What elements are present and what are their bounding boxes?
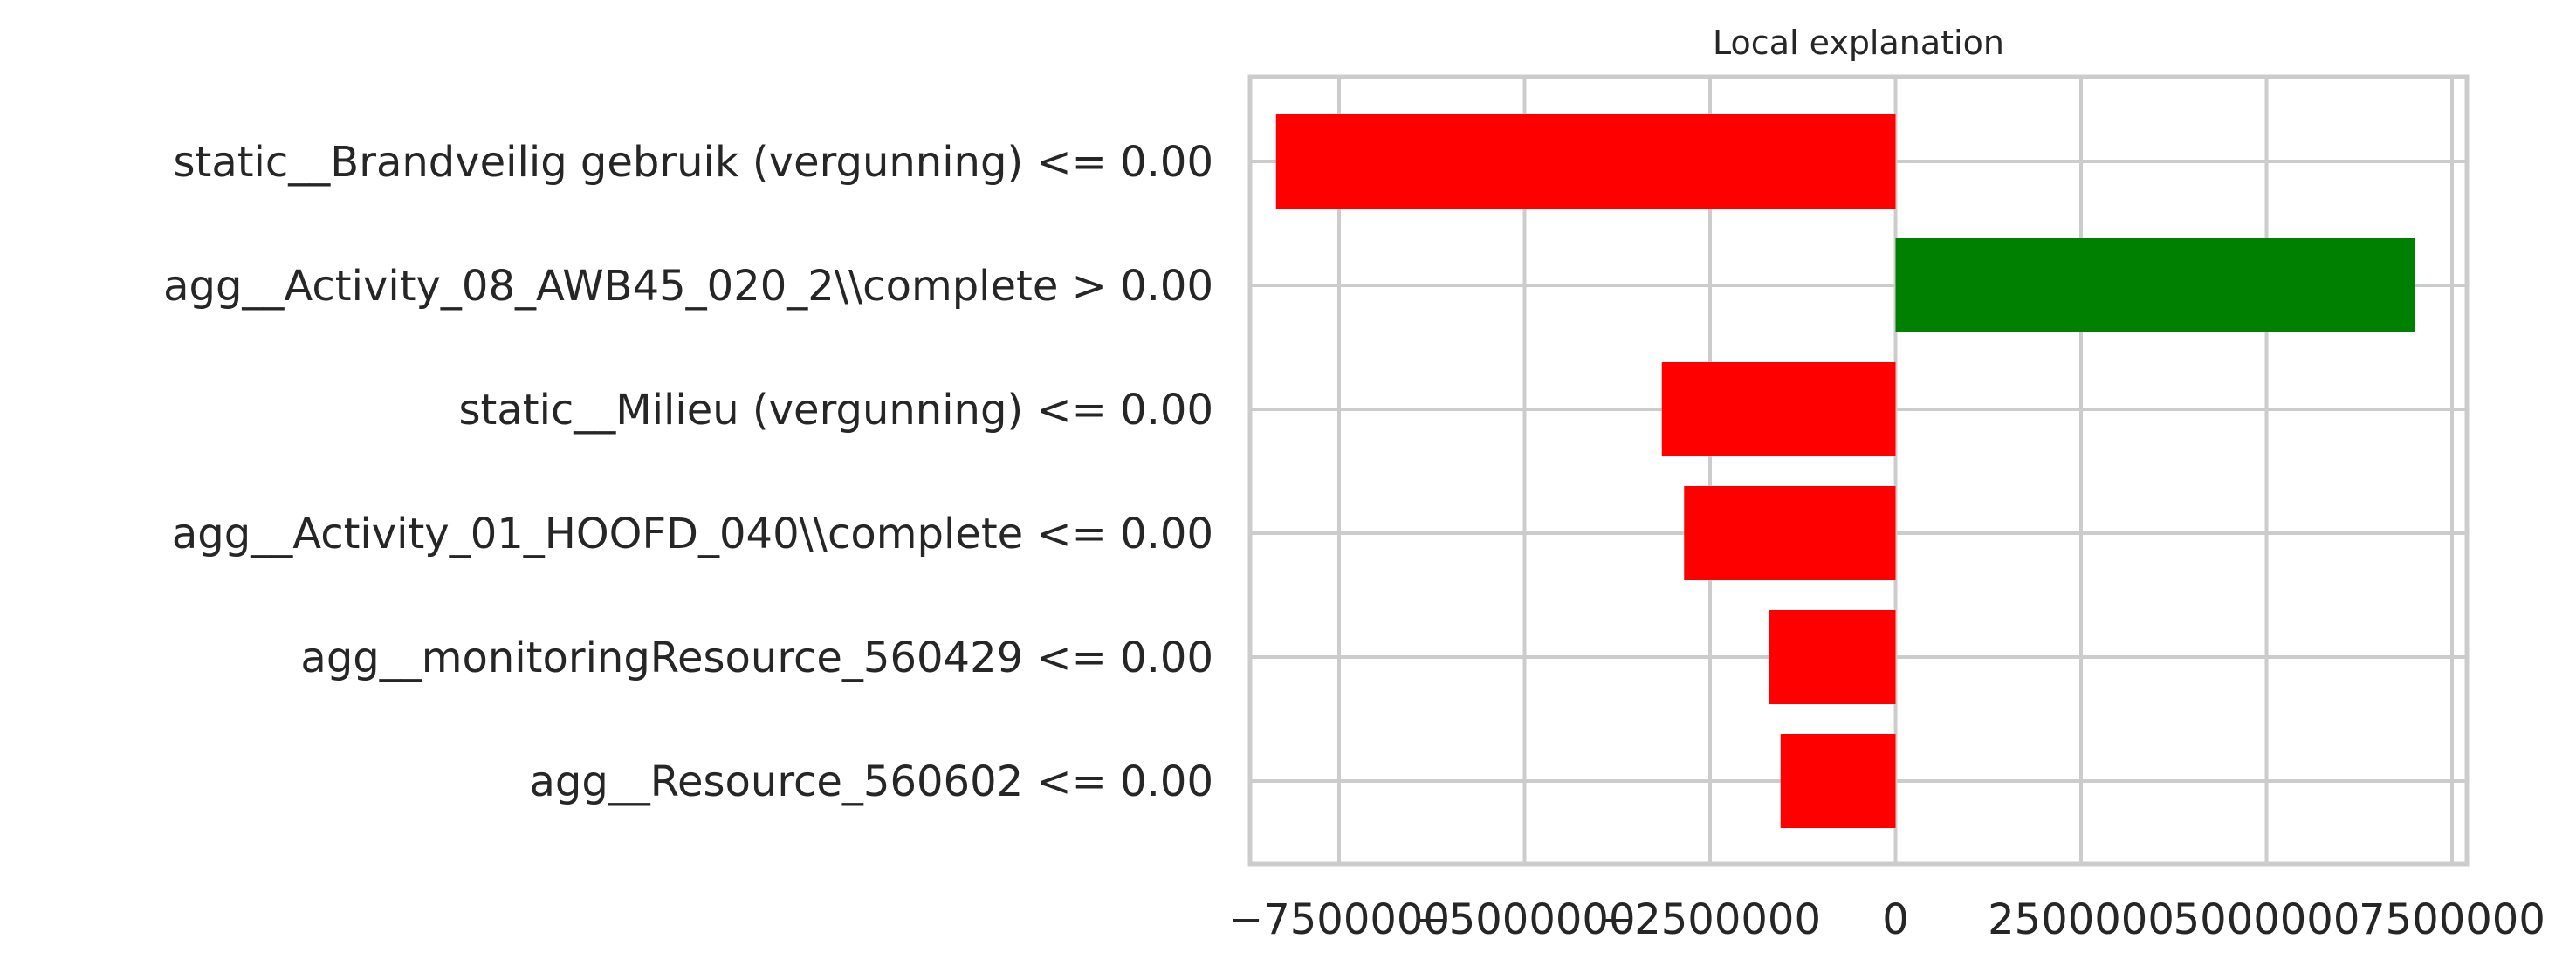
x-tick-label: 5000000: [2174, 895, 2360, 944]
x-tick-label: −5000000: [1414, 895, 1636, 944]
y-tick-label: agg__Activity_01_HOOFD_040\\complete <= …: [172, 510, 1213, 558]
bar: [1895, 238, 2415, 332]
y-tick-label: static__Brandveilig gebruik (vergunning)…: [173, 138, 1213, 187]
bar: [1780, 734, 1896, 828]
x-tick-label: 7500000: [2359, 895, 2545, 944]
y-tick-label: agg__monitoringResource_560429 <= 0.00: [300, 634, 1213, 682]
y-tick-label: static__Milieu (vergunning) <= 0.00: [459, 386, 1214, 435]
x-tick-label: 0: [1882, 895, 1909, 944]
chart-title: Local explanation: [1713, 24, 2004, 62]
plot-frame: [1247, 74, 2470, 867]
y-tick-labels: static__Brandveilig gebruik (vergunning)…: [163, 138, 1213, 806]
bar: [1661, 362, 1896, 456]
bar: [1275, 114, 1896, 209]
y-tick-label: agg__Activity_08_AWB45_020_2\\complete >…: [163, 262, 1213, 311]
x-tick-label: −7500000: [1228, 895, 1450, 944]
x-tick-label: 2500000: [1988, 895, 2174, 944]
x-tick-label: −2500000: [1599, 895, 1821, 944]
x-tick-labels: −7500000−5000000−2500000 0 250000050000007…: [1228, 895, 2545, 944]
y-tick-label: agg__Resource_560602 <= 0.00: [529, 757, 1213, 806]
bar: [1769, 610, 1896, 704]
bars: [1275, 114, 2415, 828]
bar: [1684, 486, 1896, 580]
